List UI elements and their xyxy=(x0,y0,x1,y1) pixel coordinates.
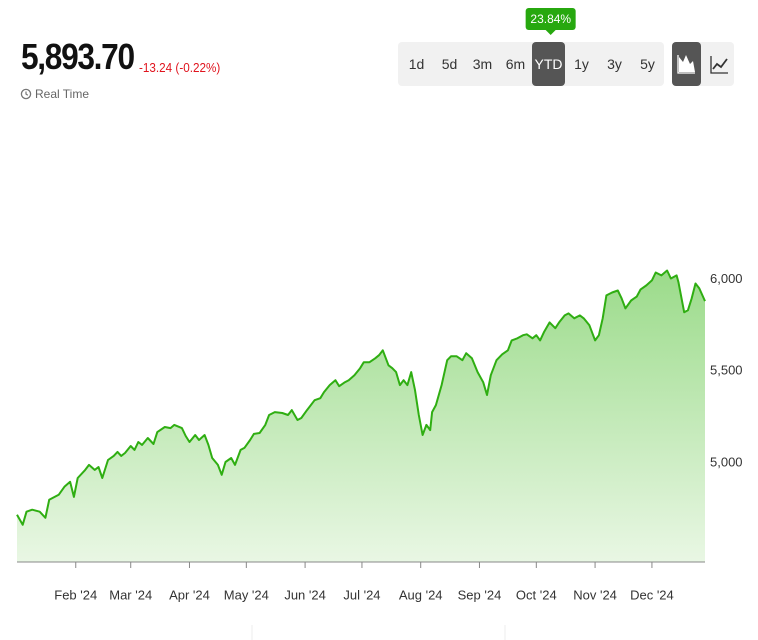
y-tick-label: 5,000 xyxy=(710,454,743,469)
x-tick-label: Apr '24 xyxy=(169,587,210,602)
area-fill xyxy=(17,270,705,562)
x-tick-label: Aug '24 xyxy=(399,587,443,602)
area-chart-button[interactable] xyxy=(672,42,701,86)
range-button[interactable]: 6m xyxy=(505,56,526,72)
clock-icon xyxy=(20,88,32,100)
range-button[interactable]: YTD xyxy=(532,42,565,86)
price: 5,893.70 xyxy=(21,36,135,77)
range-button[interactable]: 5y xyxy=(640,56,655,72)
range-button[interactable]: 3y xyxy=(607,56,622,72)
line-icon xyxy=(710,56,728,74)
x-tick-label: Sep '24 xyxy=(458,587,502,602)
period-change-badge: 23.84% xyxy=(525,8,577,35)
y-tick-label: 6,000 xyxy=(710,271,743,286)
real-time-label: Real Time xyxy=(35,87,90,101)
chart-type-selector xyxy=(672,42,734,86)
x-tick-label: Feb '24 xyxy=(54,587,97,602)
x-tick-label: Mar '24 xyxy=(109,587,152,602)
x-tick-label: Jul '24 xyxy=(343,587,380,602)
x-tick-label: May '24 xyxy=(224,587,269,602)
x-tick-label: Nov '24 xyxy=(573,587,617,602)
price-line xyxy=(16,269,706,526)
x-tick-label: Oct '24 xyxy=(516,587,557,602)
range-button[interactable]: 5d xyxy=(441,56,458,72)
range-selector: 1d 5d 3m 6m YTD 1y 3y 5y xyxy=(398,42,664,86)
range-button[interactable]: 3m xyxy=(472,56,493,72)
price-change: -13.24 (-0.22%) xyxy=(139,60,221,75)
range-button[interactable]: 1y xyxy=(574,56,589,72)
x-tick-label: Jun '24 xyxy=(284,587,326,602)
x-tick-label: Dec '24 xyxy=(630,587,674,602)
range-button[interactable]: 1d xyxy=(408,56,425,72)
line-chart-button[interactable] xyxy=(705,42,734,86)
real-time: Real Time xyxy=(20,87,89,101)
area-icon xyxy=(677,55,695,74)
y-tick-label: 5,500 xyxy=(710,363,743,378)
